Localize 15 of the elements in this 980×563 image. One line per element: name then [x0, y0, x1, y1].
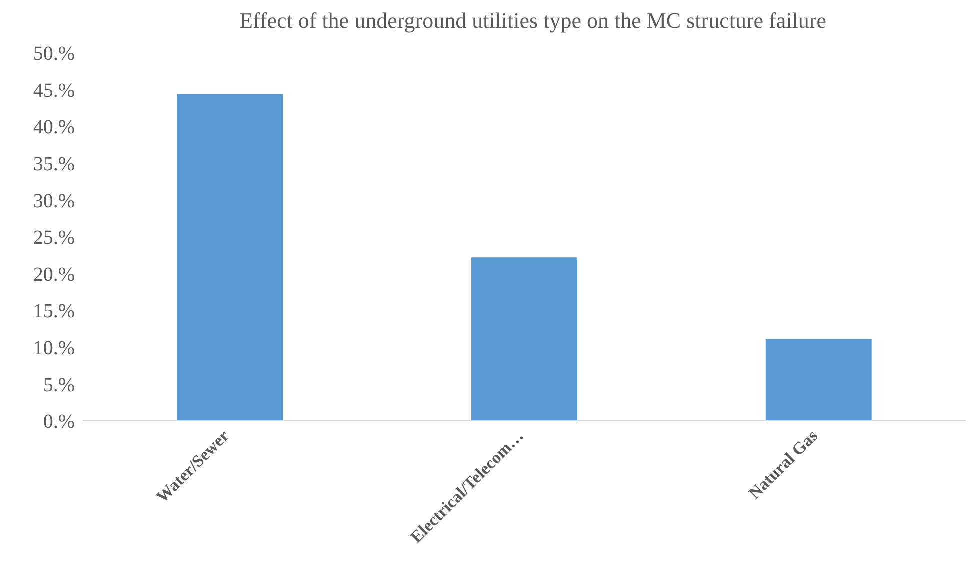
y-tick-label: 5.%	[43, 374, 75, 396]
y-tick-label: 30.%	[33, 190, 75, 212]
y-tick-label: 35.%	[33, 154, 75, 176]
y-tick-label: 40.%	[33, 116, 75, 139]
y-tick-label: 45.%	[33, 80, 75, 102]
chart-title: Effect of the underground utilities type on the MC structure failure	[238, 8, 828, 34]
bar	[766, 339, 872, 421]
y-tick-label: 15.%	[33, 300, 75, 323]
y-tick-label: 10.%	[33, 338, 75, 360]
y-tick-label: 50.%	[33, 43, 75, 66]
y-tick-label: 20.%	[33, 264, 75, 286]
y-tick-label: 0.%	[43, 411, 75, 434]
y-tick-label: 25.%	[33, 227, 75, 250]
bar	[177, 94, 284, 421]
bar	[472, 258, 578, 421]
